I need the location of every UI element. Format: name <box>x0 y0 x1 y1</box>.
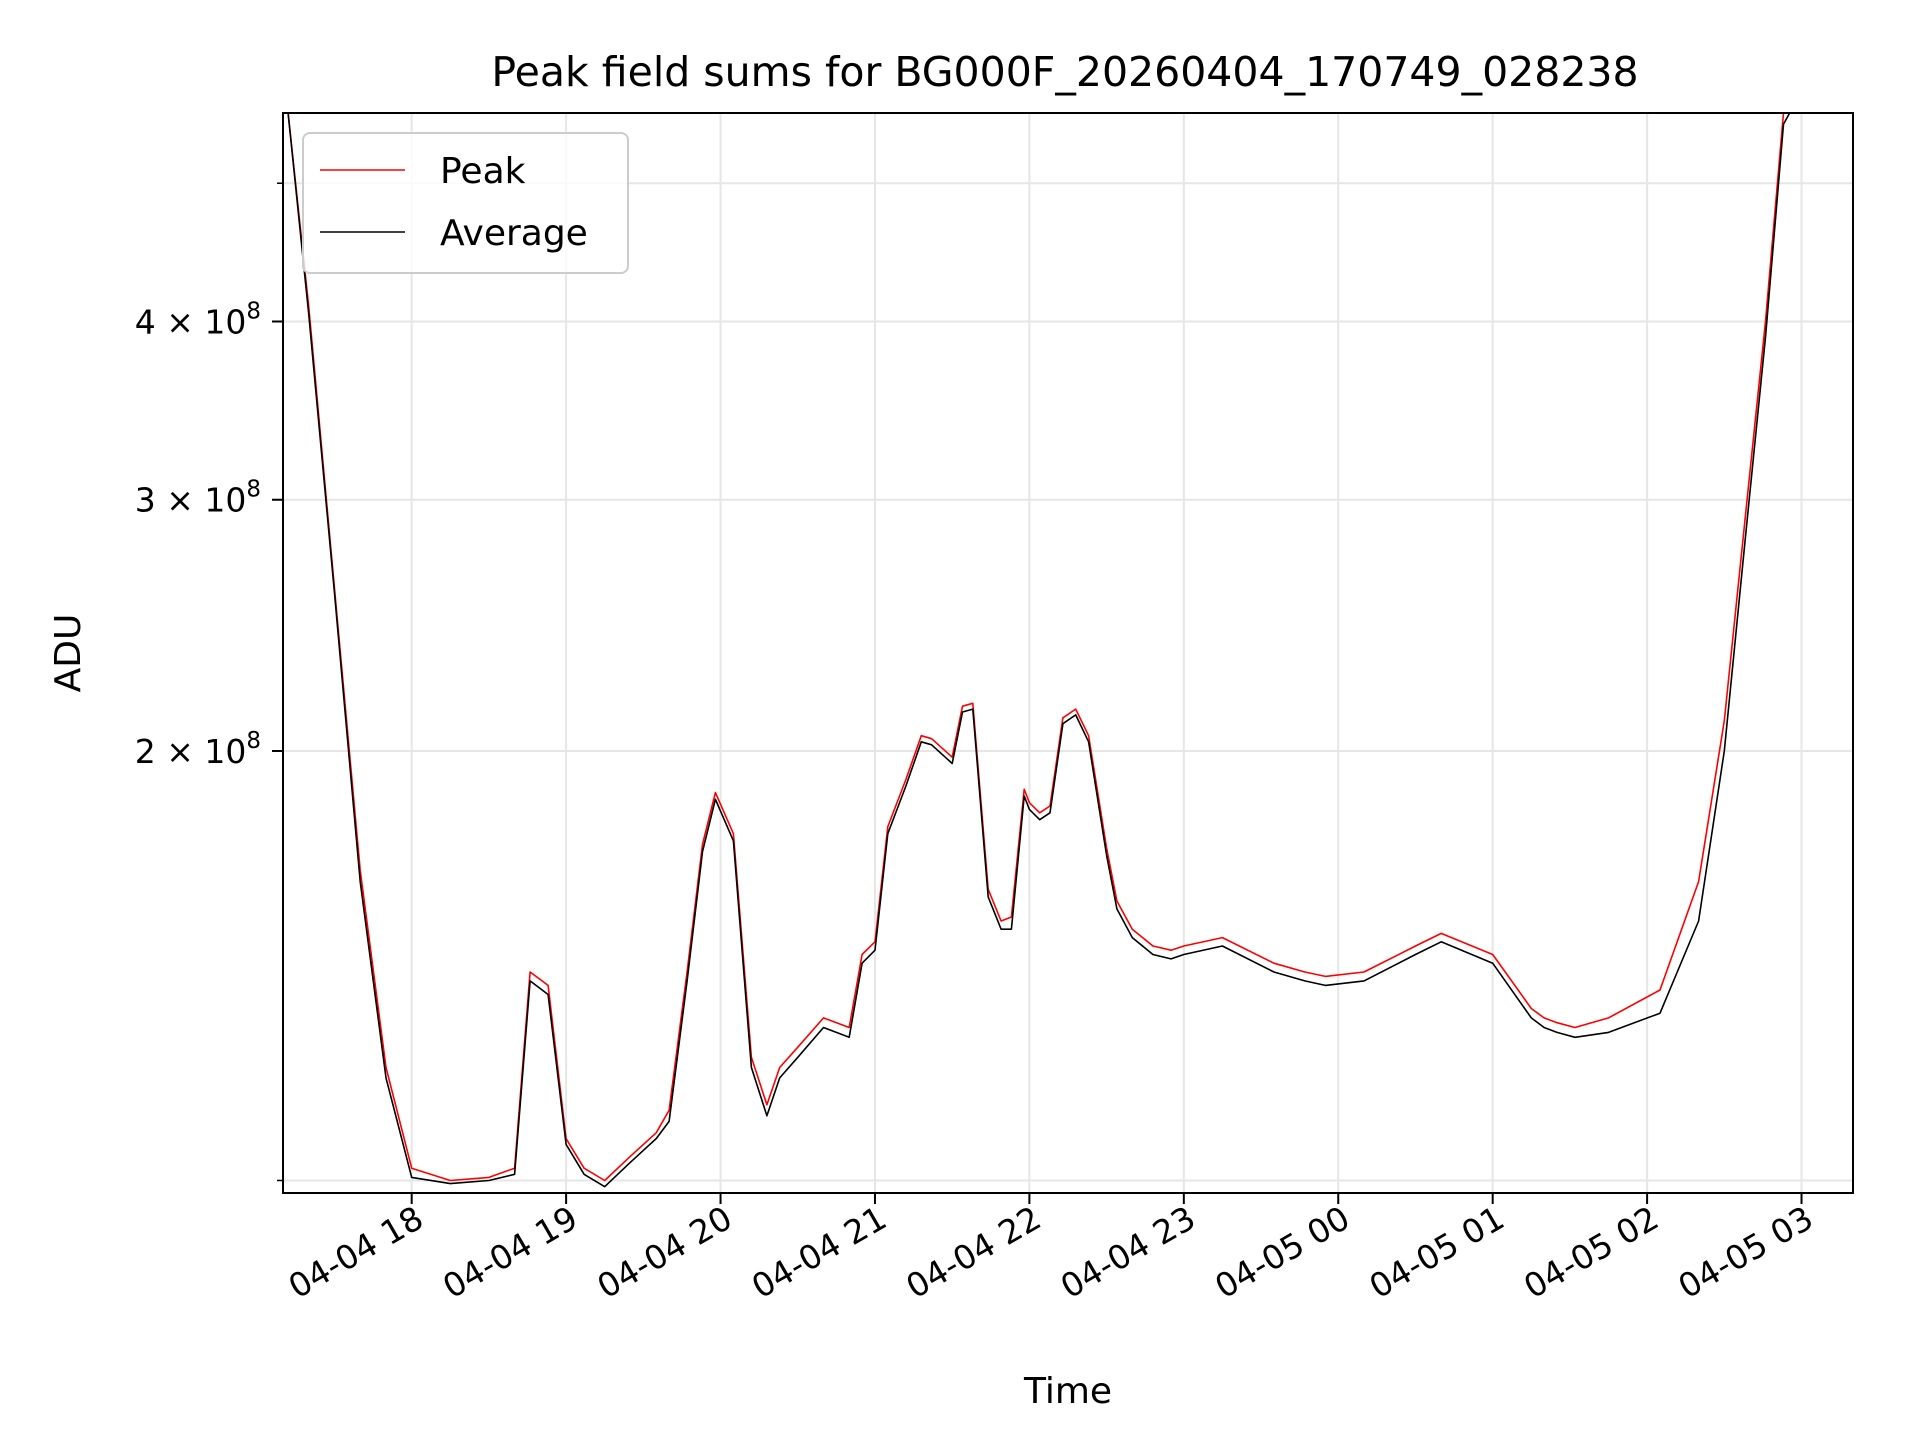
y-tick-label: 2 × 108 <box>135 728 261 771</box>
legend-box <box>302 132 629 274</box>
series-line-average <box>287 113 1791 1188</box>
y-tick-label: 3 × 108 <box>135 477 261 520</box>
legend: Peak Average <box>302 132 629 274</box>
chart-title: Peak field sums for BG000F_20260404_1707… <box>491 48 1638 96</box>
plot-frame <box>282 112 1854 1194</box>
series-line-peak <box>287 113 1785 1182</box>
legend-label-average: Average <box>440 213 588 254</box>
x-axis-label: Time <box>1023 1371 1112 1412</box>
y-tick-label: 4 × 108 <box>135 298 261 341</box>
grid-lines <box>283 113 1853 1193</box>
series-layer <box>287 113 1791 1188</box>
y-axis: 2 × 108 3 × 108 4 × 108 <box>135 182 283 1182</box>
y-axis-label: ADU <box>48 614 89 693</box>
legend-label-peak: Peak <box>440 151 526 192</box>
